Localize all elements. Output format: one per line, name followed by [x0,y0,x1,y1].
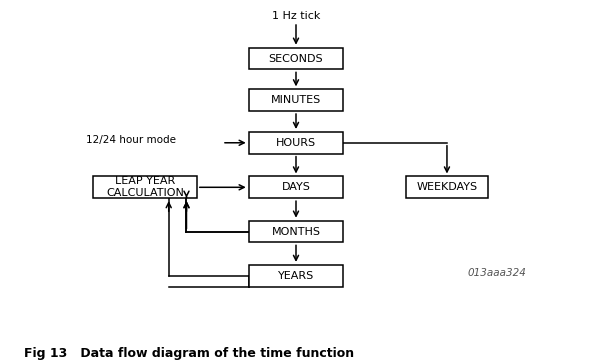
Text: WEEKDAYS: WEEKDAYS [416,182,478,192]
Text: YEARS: YEARS [278,271,314,281]
Bar [249,221,343,242]
Bar [249,132,343,154]
Text: LEAP YEAR
CALCULATION: LEAP YEAR CALCULATION [106,176,184,198]
Bar [249,177,343,198]
Bar [94,177,197,198]
Text: SECONDS: SECONDS [269,54,323,64]
Text: 12/24 hour mode: 12/24 hour mode [86,135,176,145]
Text: DAYS: DAYS [282,182,310,192]
Text: 1 Hz tick: 1 Hz tick [272,11,320,21]
Text: MINUTES: MINUTES [271,95,321,105]
Text: Fig 13   Data flow diagram of the time function: Fig 13 Data flow diagram of the time fun… [24,347,354,360]
Text: HOURS: HOURS [276,138,316,148]
Bar [249,265,343,286]
Bar [249,48,343,70]
Bar [249,89,343,111]
Text: 013aaa324: 013aaa324 [468,268,526,278]
Text: MONTHS: MONTHS [272,226,320,237]
Bar [406,177,488,198]
